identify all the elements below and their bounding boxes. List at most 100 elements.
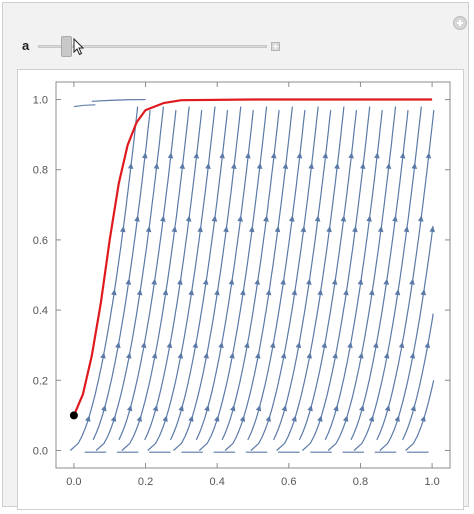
stream-arrow	[384, 404, 391, 412]
stream-arrow	[306, 352, 312, 359]
stream-arrow	[281, 404, 287, 412]
stream-arrow	[322, 152, 329, 159]
stream-arrow	[399, 152, 406, 159]
stream-arrow	[359, 404, 365, 412]
stream-line	[91, 98, 146, 102]
initial-point	[69, 411, 78, 420]
stream-line	[405, 380, 435, 451]
stream-arrow	[204, 404, 210, 412]
stream-arrow	[214, 415, 220, 422]
stream-arrow	[140, 341, 147, 349]
stream-arrow	[374, 152, 380, 159]
stream-arrow	[237, 215, 243, 222]
slider-thumb[interactable]	[61, 36, 72, 57]
stream-line	[350, 110, 409, 441]
stream-arrow	[410, 404, 416, 412]
stream-arrow	[385, 162, 392, 169]
stream-arrow	[188, 415, 194, 422]
stream-arrow	[289, 215, 295, 222]
stream-arrow	[418, 215, 424, 222]
stream-arrow	[145, 225, 152, 233]
stream-arrow	[185, 215, 192, 222]
y-tick-label: 1.0	[33, 95, 48, 107]
stream-arrow	[392, 215, 398, 222]
stream-arrow	[152, 404, 159, 412]
stream-arrow	[167, 152, 174, 159]
stream-arrow	[398, 341, 405, 349]
stream-arrow	[368, 415, 375, 422]
stream-arrow	[136, 415, 142, 422]
stream-arrow	[179, 162, 185, 169]
stream-arrow	[409, 278, 415, 285]
trajectory-line	[72, 98, 433, 416]
stream-arrow	[373, 341, 379, 349]
stream-arrow	[115, 341, 121, 349]
stream-arrow	[193, 152, 200, 159]
stream-arrow	[296, 152, 303, 159]
stream-arrow	[300, 225, 307, 233]
stream-arrow	[291, 415, 297, 422]
x-tick-label: 0.0	[66, 476, 81, 488]
stream-arrow	[360, 162, 366, 169]
stream-arrow	[177, 278, 183, 285]
stream-arrow	[211, 215, 218, 222]
stream-arrow	[153, 162, 160, 169]
stream-arrow	[162, 415, 168, 422]
stream-arrow	[192, 341, 198, 349]
stream-arrow	[245, 152, 251, 159]
y-tick-label: 0.8	[33, 165, 48, 177]
stream-arrow	[255, 404, 262, 412]
add-circle-icon[interactable]	[453, 16, 467, 30]
stream-arrow	[326, 225, 332, 233]
plus-square-icon[interactable]	[271, 42, 280, 51]
stream-arrow	[333, 404, 339, 412]
stream-arrow	[377, 225, 384, 233]
stream-line	[247, 110, 306, 441]
stream-arrow	[265, 415, 271, 422]
stream-arrow	[85, 415, 91, 422]
slider-label: a	[22, 38, 30, 53]
stream-arrow	[254, 278, 260, 285]
manipulate-panel: a 0.0 0.2 0.4 0.6 0.8 1.0 0.0 0.2 0.4 0.6 0.8 1.0	[2, 2, 469, 510]
stream-arrow	[383, 278, 389, 285]
y-tick-label: 0.0	[33, 445, 48, 457]
y-tick-label: 0.6	[33, 235, 48, 247]
stream-arrow	[263, 215, 269, 222]
stream-arrow	[166, 341, 173, 349]
stream-arrow	[343, 289, 349, 296]
stream-arrow	[110, 415, 117, 422]
stream-arrow	[151, 278, 157, 285]
stream-arrow	[295, 341, 302, 349]
stream-arrow	[239, 415, 246, 422]
stream-arrow	[223, 225, 229, 233]
stream-arrow	[358, 352, 364, 359]
stream-arrow	[308, 162, 314, 169]
stream-arrow	[357, 278, 364, 285]
stream-arrow	[111, 289, 117, 296]
stream-arrow	[178, 404, 184, 412]
stream-arrow	[228, 278, 235, 285]
stream-arrow	[306, 278, 312, 285]
stream-arrow	[125, 278, 132, 285]
stream-arrow	[142, 152, 148, 159]
stream-line	[221, 110, 280, 441]
stream-arrow	[202, 278, 209, 285]
stream-arrow	[218, 341, 224, 349]
stream-line	[402, 313, 434, 441]
x-tick-label: 1.0	[424, 476, 439, 488]
stream-line	[92, 110, 151, 441]
stream-arrow	[332, 352, 338, 359]
stream-arrow	[151, 352, 158, 359]
stream-arrow	[317, 415, 323, 422]
stream-arrow	[231, 162, 237, 169]
stream-arrow	[126, 404, 133, 412]
plot-frame-rect	[55, 81, 451, 469]
stream-arrow	[331, 278, 338, 285]
y-tick-label: 0.4	[33, 305, 48, 317]
stream-arrow	[321, 341, 327, 349]
tick-labels: 0.0 0.2 0.4 0.6 0.8 1.0 0.0 0.2 0.4 0.6 0.8 1.0	[33, 95, 440, 488]
stream-arrow	[420, 415, 426, 422]
slider-track[interactable]	[38, 45, 267, 48]
stream-line	[73, 104, 96, 108]
stream-arrow	[197, 225, 203, 233]
